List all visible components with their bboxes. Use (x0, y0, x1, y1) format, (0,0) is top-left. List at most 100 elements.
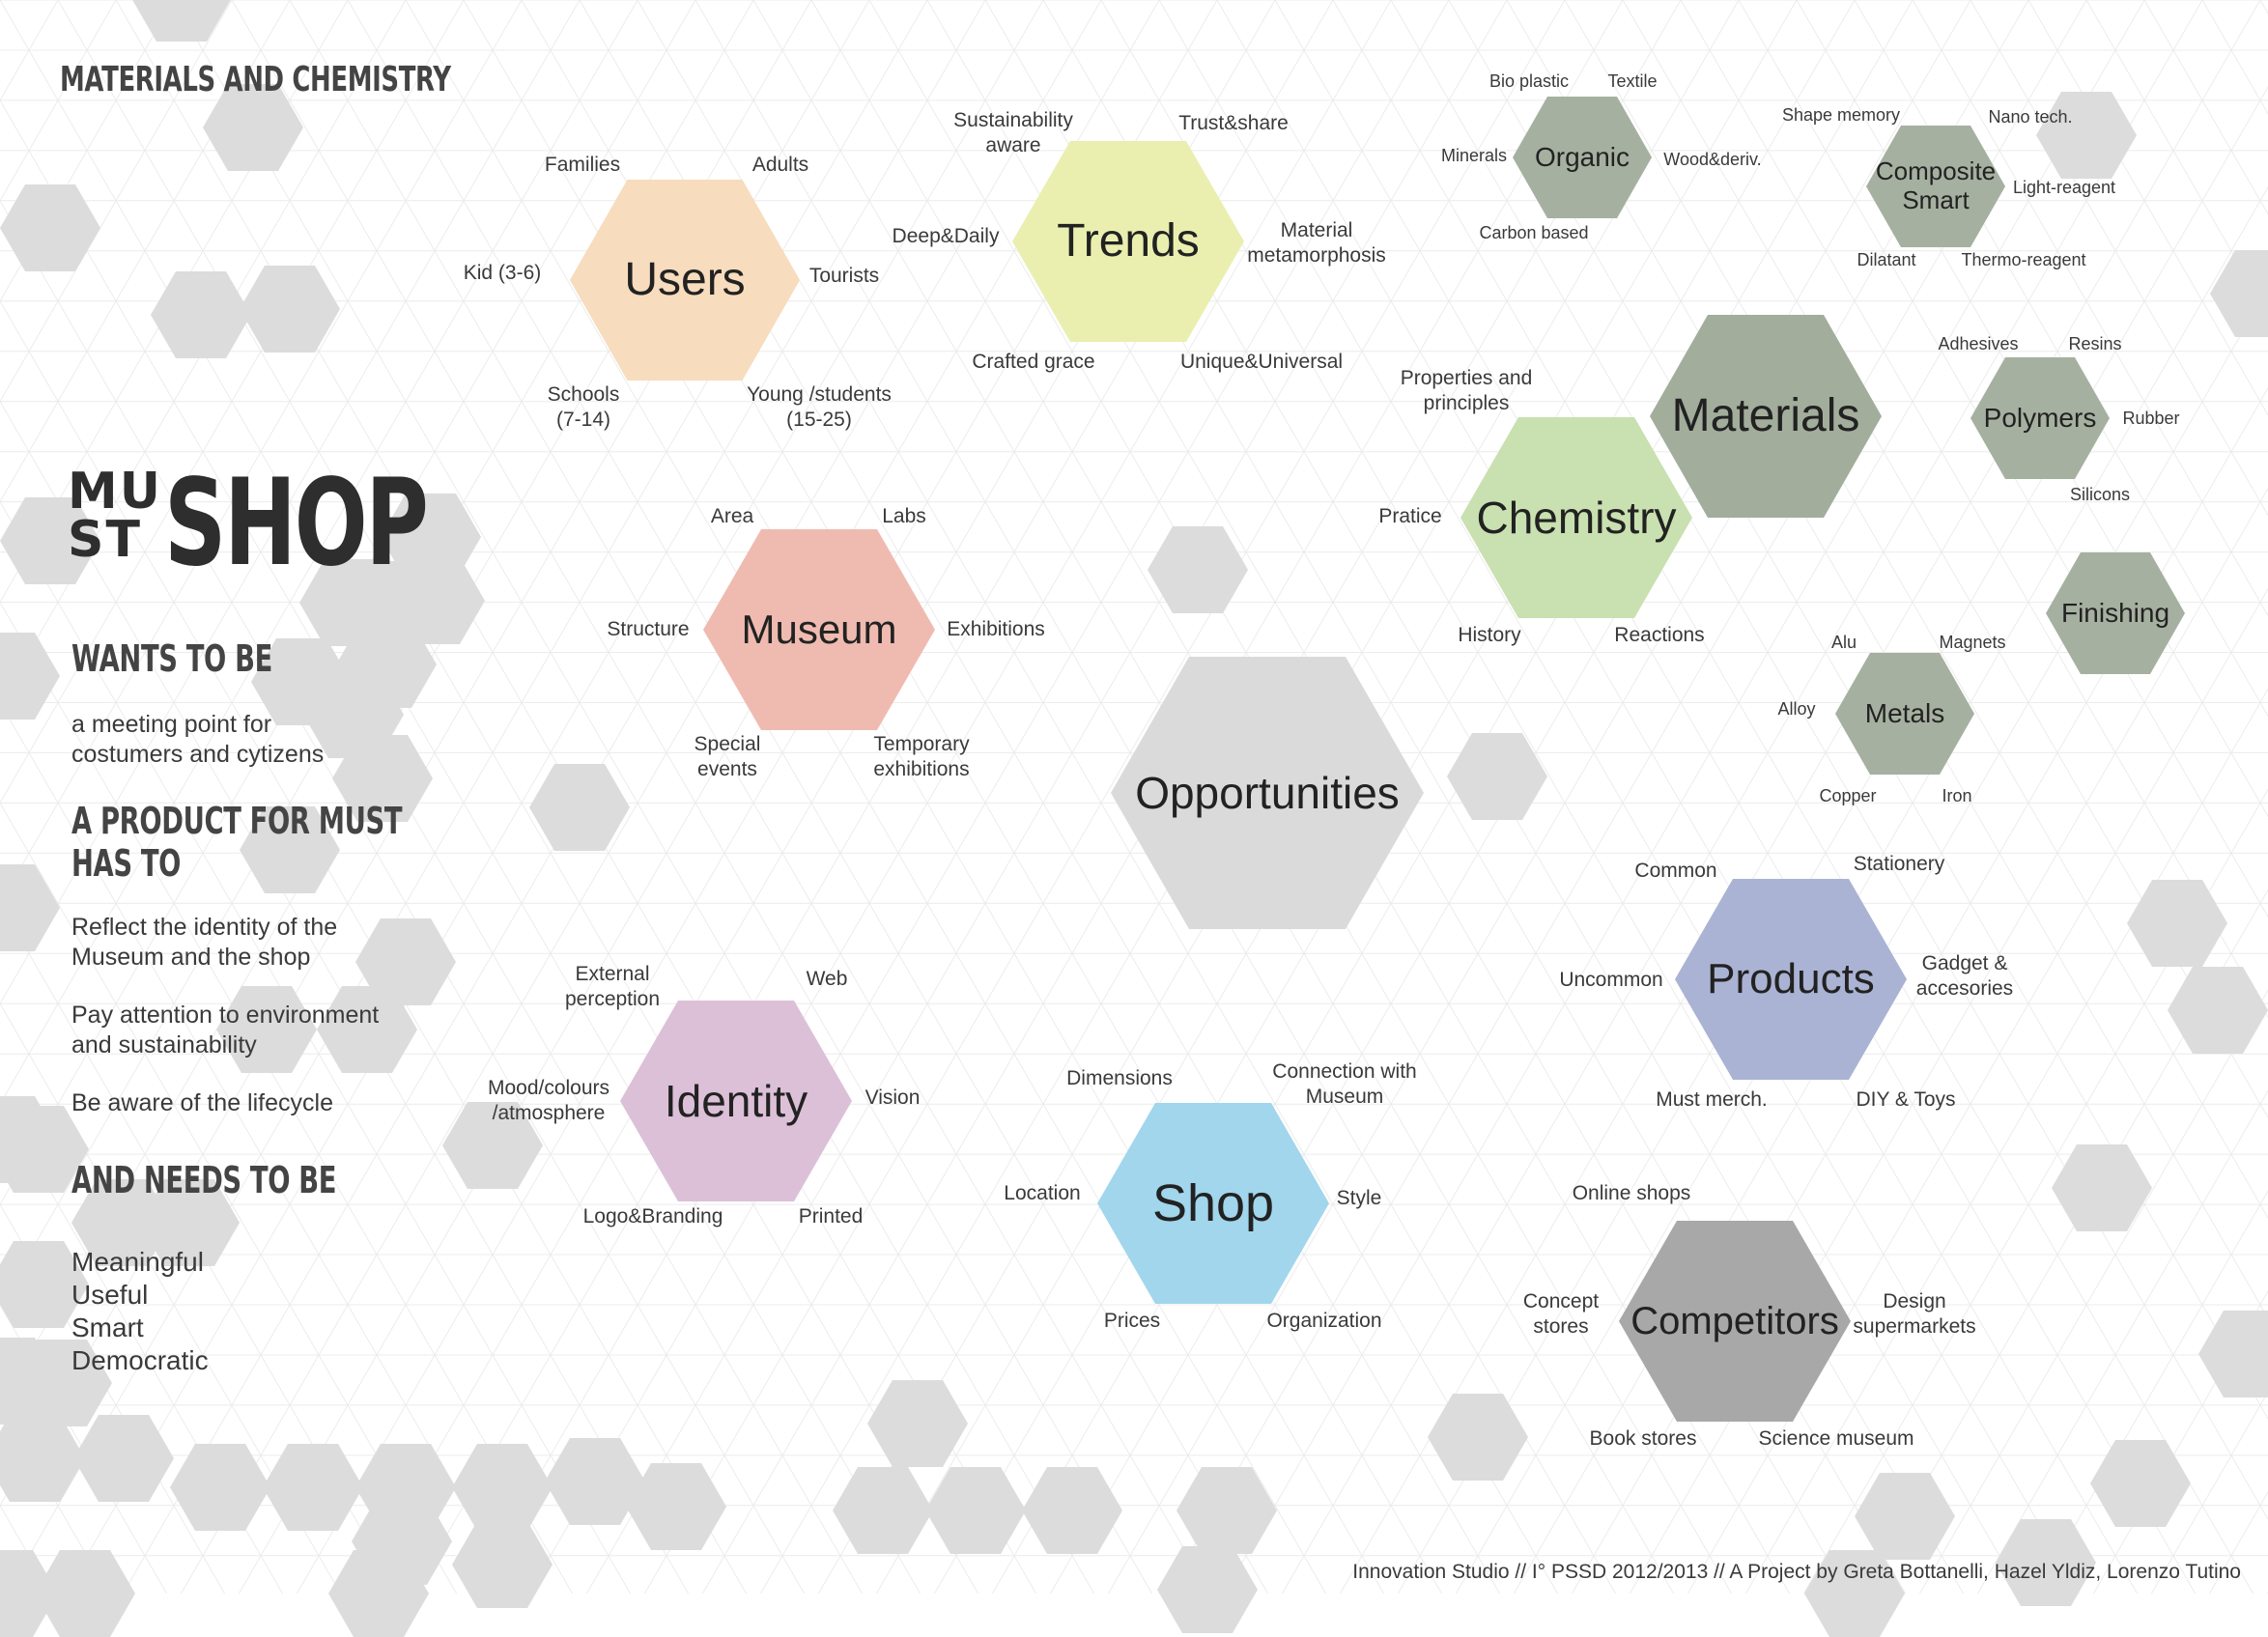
shop-label: Connection with Museum (1272, 1059, 1417, 1108)
decorative-hexagon (1148, 526, 1248, 613)
metals-label: Iron (1942, 785, 1972, 805)
products-label: DIY & Toys (1856, 1087, 1956, 1111)
competitors-title: Competitors (1630, 1300, 1839, 1342)
opportunities-title: Opportunities (1135, 767, 1400, 818)
users-label: Kid (3-6) (463, 261, 542, 284)
decorative-hexagon (332, 735, 433, 822)
page-title: MATERIALS AND CHEMISTRY (60, 60, 451, 99)
polymers-label: Rubber (2122, 408, 2180, 428)
needs-list: Meaningful Useful Smart Democratic (71, 1246, 209, 1377)
decorative-hexagon (1428, 1394, 1528, 1481)
product-heading-line2: HAS TO (71, 842, 182, 885)
competitors-label: Concept stores (1522, 1289, 1600, 1338)
trends-label: Trust&share (1178, 111, 1289, 134)
decorative-hexagon (317, 986, 417, 1073)
users-label: Schools (7-14) (547, 382, 620, 431)
chemistry-label: Pratice (1378, 504, 1442, 527)
polymers-title: Polymers (1983, 402, 2097, 433)
needs-item: Democratic (71, 1345, 209, 1375)
decorative-hexagon (263, 1444, 363, 1531)
decorative-hexagon (0, 497, 100, 584)
needs-item: Useful (71, 1280, 149, 1310)
products-label: Must merch. (1656, 1087, 1768, 1111)
chemistry-label: Reactions (1614, 623, 1705, 646)
triangle-grid-background (0, 0, 2268, 1594)
shop-label: Prices (1103, 1309, 1161, 1332)
shop-label: Style (1336, 1186, 1382, 1209)
decorative-hexagon (240, 266, 340, 353)
competitors-label: Book stores (1589, 1426, 1697, 1450)
museum-label: Labs (882, 504, 926, 527)
identity-label: Vision (865, 1086, 921, 1109)
identity-label: Logo&Branding (582, 1204, 723, 1228)
organic-hexagon: Organic (1513, 97, 1652, 218)
museum-hexagon: Museum (703, 529, 935, 730)
trends-label: Unique&Universal (1179, 350, 1344, 373)
metals-label: Magnets (1939, 632, 2006, 652)
finishing-title: Finishing (2060, 597, 2170, 628)
product-item: Reflect the identity of the Museum and t… (71, 914, 338, 972)
wants-heading: WANTS TO BE (71, 637, 272, 680)
trends-label: Material metamorphosis (1247, 218, 1386, 267)
users-label: Adults (751, 153, 809, 176)
products-label: Gadget & accesories (1915, 951, 2014, 1000)
metals-label: Alu (1830, 632, 1857, 652)
logo-must-bottom: ST (68, 511, 142, 569)
logo-must-top: MU (68, 463, 162, 521)
decorative-hexagon (1447, 733, 1547, 820)
metals-label: Alloy (1777, 698, 1816, 719)
wants-text: a meeting point for costumers and cytize… (71, 711, 325, 769)
decorative-hexagon (1177, 1467, 1277, 1554)
organic-label: Textile (1607, 71, 1658, 91)
museum-title: Museum (741, 606, 897, 652)
composite-label: Dilatant (1857, 249, 1916, 269)
needs-item: Smart (71, 1312, 144, 1342)
opportunities-hexagon: Opportunities (1111, 657, 1424, 929)
museum-label: Structure (607, 617, 690, 640)
organic-title: Organic (1534, 141, 1630, 172)
museum-label: Temporary exhibitions (873, 732, 970, 780)
chemistry-label: History (1458, 623, 1521, 646)
chemistry-label: Properties and principles (1400, 366, 1533, 414)
logo-shop: SHOP (164, 454, 429, 593)
users-hexagon: Users (570, 180, 800, 381)
product-heading-line1: A PRODUCT FOR MUST (71, 800, 403, 842)
finishing-hexagon: Finishing (2046, 552, 2185, 674)
trends-label: Sustainability aware (953, 108, 1073, 156)
product-item: Pay attention to environment and sustain… (71, 1002, 380, 1059)
identity-label: External perception (564, 962, 661, 1010)
composite-label: Thermo-reagent (1961, 249, 2086, 269)
users-label: Tourists (808, 264, 880, 287)
users-title: Users (624, 254, 746, 306)
polymers-label: Silicons (2069, 484, 2131, 504)
products-label: Common (1634, 859, 1717, 882)
organic-label: Minerals (1440, 145, 1508, 165)
polymers-hexagon: Polymers (1970, 357, 2110, 479)
composite-smart-hexagon: Composite Smart (1866, 126, 2005, 247)
footer-credits: Innovation Studio // I° PSSD 2012/2013 /… (1352, 1561, 2241, 1583)
organic-label: Wood&deriv. (1663, 149, 1762, 169)
decorative-hexagon (0, 184, 100, 271)
product-item: Be aware of the lifecycle (71, 1089, 333, 1116)
trends-label: Deep&Daily (892, 224, 1000, 247)
metals-label: Copper (1819, 785, 1877, 805)
museum-label: Exhibitions (947, 617, 1045, 640)
composite-label: Shape memory (1781, 104, 1901, 125)
products-label: Stationery (1853, 852, 1945, 875)
composite-label: Light-reagent (2012, 177, 2116, 197)
identity-label: Mood/colours /atmosphere (487, 1076, 610, 1124)
metals-title: Metals (1864, 697, 1945, 728)
trends-title: Trends (1057, 215, 1200, 268)
products-label: Uncommon (1559, 968, 1663, 991)
organic-label: Carbon based (1479, 222, 1589, 242)
polymers-label: Adhesives (1938, 333, 2019, 353)
metals-hexagon: Metals (1835, 653, 1974, 775)
polymers-label: Resins (2068, 333, 2122, 353)
decorative-hexagon (1022, 1467, 1122, 1554)
products-title: Products (1707, 954, 1875, 1002)
materials-title: Materials (1671, 390, 1860, 442)
composite-label: Nano tech. (1988, 106, 2073, 127)
trends-label: Crafted grace (972, 350, 1095, 373)
materials-hexagon: Materials (1650, 315, 1882, 518)
shop-label: Dimensions (1066, 1066, 1173, 1089)
